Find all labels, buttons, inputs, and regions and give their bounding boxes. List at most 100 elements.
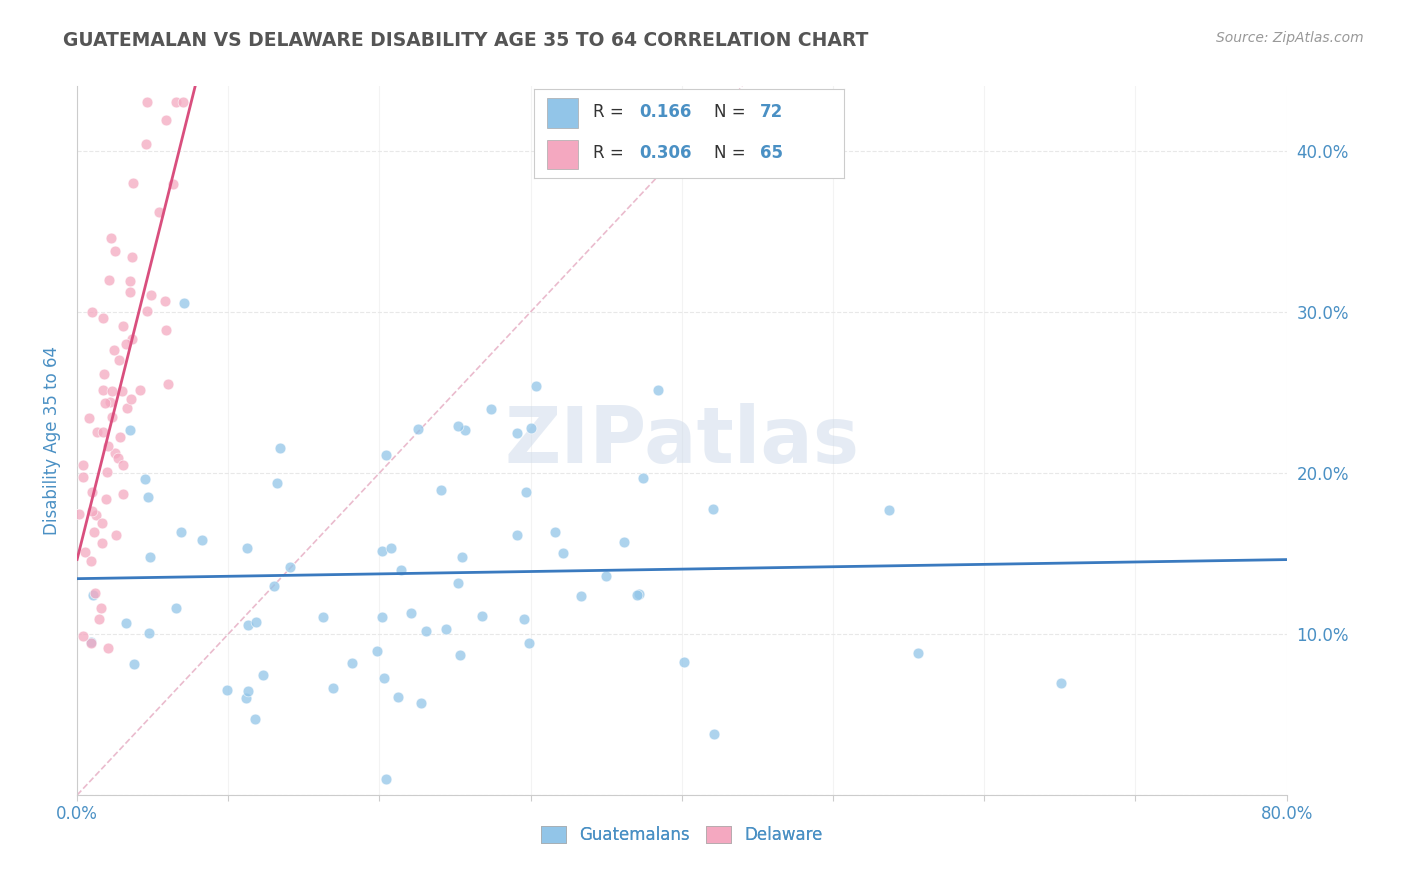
Point xyxy=(243,712,266,726)
Point xyxy=(236,541,259,555)
Point xyxy=(94,492,117,507)
Point xyxy=(236,684,259,698)
Point xyxy=(173,296,195,310)
Point xyxy=(91,311,114,326)
Point xyxy=(371,544,394,558)
Point xyxy=(107,450,129,465)
Point xyxy=(191,533,214,548)
Point xyxy=(311,609,333,624)
Point xyxy=(170,525,193,540)
Text: Source: ZipAtlas.com: Source: ZipAtlas.com xyxy=(1216,31,1364,45)
Point xyxy=(87,612,110,626)
Point xyxy=(135,136,157,151)
Text: R =: R = xyxy=(593,103,628,121)
Point xyxy=(520,421,543,435)
Point xyxy=(907,646,929,660)
Point xyxy=(135,303,157,318)
Point xyxy=(82,485,104,500)
FancyBboxPatch shape xyxy=(547,140,578,169)
Point xyxy=(626,589,648,603)
Point xyxy=(139,287,162,301)
Point xyxy=(322,681,344,696)
Point xyxy=(75,545,97,559)
Point xyxy=(278,559,301,574)
Point xyxy=(104,445,127,459)
Point xyxy=(263,579,285,593)
Point xyxy=(148,204,170,219)
Text: N =: N = xyxy=(714,103,751,121)
Point xyxy=(80,635,103,649)
Point xyxy=(430,483,453,498)
Point xyxy=(77,411,100,425)
Point xyxy=(90,516,112,530)
Point xyxy=(91,536,114,550)
Point xyxy=(544,525,567,540)
Point xyxy=(107,352,129,367)
Text: R =: R = xyxy=(593,145,628,162)
Text: 65: 65 xyxy=(761,145,783,162)
Point xyxy=(366,644,388,658)
Point xyxy=(101,384,124,398)
Point xyxy=(120,285,142,300)
Point xyxy=(517,636,540,650)
Point xyxy=(415,624,437,639)
Point xyxy=(165,601,187,615)
Point xyxy=(235,691,257,706)
Point xyxy=(471,609,494,624)
Point xyxy=(98,395,121,409)
Text: 0.166: 0.166 xyxy=(640,103,692,121)
Point xyxy=(84,508,107,522)
Point xyxy=(134,472,156,486)
Point xyxy=(512,612,534,626)
Point xyxy=(115,336,138,351)
Point xyxy=(340,656,363,670)
Point xyxy=(479,402,502,417)
Y-axis label: Disability Age 35 to 64: Disability Age 35 to 64 xyxy=(44,346,60,535)
Point xyxy=(389,563,412,577)
Point xyxy=(86,425,108,440)
Legend: Guatemalans, Delaware: Guatemalans, Delaware xyxy=(534,819,830,850)
Point xyxy=(157,377,180,392)
Point xyxy=(91,425,114,439)
Point xyxy=(451,549,474,564)
FancyBboxPatch shape xyxy=(547,98,578,128)
Point xyxy=(90,600,112,615)
Point xyxy=(374,448,396,462)
Point xyxy=(96,641,118,656)
Point xyxy=(1050,676,1073,690)
Text: 0.306: 0.306 xyxy=(640,145,692,162)
Point xyxy=(67,507,90,521)
Point xyxy=(702,502,724,516)
Point xyxy=(139,549,162,564)
Point xyxy=(82,588,104,602)
Text: GUATEMALAN VS DELAWARE DISABILITY AGE 35 TO 64 CORRELATION CHART: GUATEMALAN VS DELAWARE DISABILITY AGE 35… xyxy=(63,31,869,50)
Point xyxy=(631,470,654,484)
Point xyxy=(97,439,120,453)
Point xyxy=(269,441,291,455)
Point xyxy=(215,682,238,697)
Point xyxy=(153,294,176,309)
Point xyxy=(165,95,187,110)
Text: N =: N = xyxy=(714,145,751,162)
Point xyxy=(380,541,402,555)
Point xyxy=(104,244,127,259)
Point xyxy=(703,727,725,741)
Point xyxy=(628,587,651,601)
Point xyxy=(454,423,477,437)
Point xyxy=(111,458,134,472)
Point xyxy=(515,485,537,500)
Point xyxy=(399,607,422,621)
Point xyxy=(236,618,259,632)
Point xyxy=(82,503,104,517)
Point xyxy=(120,392,142,406)
Point xyxy=(121,332,143,346)
Point xyxy=(91,383,114,397)
Text: 72: 72 xyxy=(761,103,783,121)
Point xyxy=(104,528,127,542)
Point xyxy=(112,487,135,501)
Point xyxy=(374,772,396,786)
Point xyxy=(373,671,395,685)
Point xyxy=(447,418,470,433)
Point xyxy=(101,409,124,424)
Point xyxy=(162,178,184,192)
